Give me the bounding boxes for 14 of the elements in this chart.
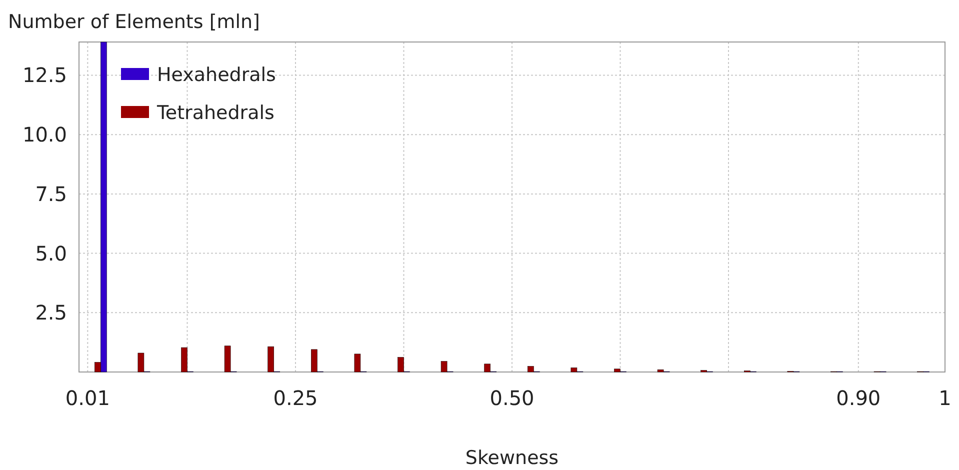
x-tick-label: 0.01 (65, 386, 110, 410)
y-axis-title: Number of Elements [mln] (8, 11, 260, 33)
x-tick-label: 0.90 (836, 386, 881, 410)
x-tick-label: 0.50 (490, 386, 534, 410)
y-tick-label: 7.5 (35, 182, 67, 206)
legend-label: Tetrahedrals (156, 102, 274, 124)
y-tick-label: 2.5 (35, 300, 67, 325)
x-axis-title: Skewness (465, 447, 559, 469)
y-tick-label: 10.0 (22, 122, 67, 147)
y-tick-label: 12.5 (22, 63, 67, 88)
x-tick-label: 0.25 (273, 386, 318, 410)
x-tick-label: 1 (938, 386, 952, 410)
y-tick-label: 5.0 (35, 241, 67, 266)
legend-label: Hexahedrals (157, 64, 276, 86)
